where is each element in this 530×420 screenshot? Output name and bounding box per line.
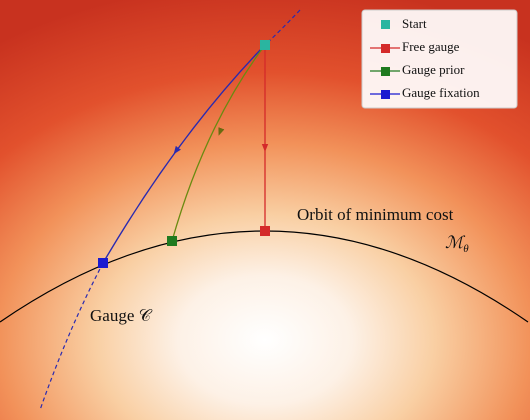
legend-label: Gauge prior <box>402 62 465 77</box>
gauge-fixation-path <box>102 44 266 264</box>
free-gauge-point <box>260 226 270 236</box>
start-point <box>260 40 270 50</box>
gauge-fixation-point <box>98 258 108 268</box>
legend-marker <box>381 90 390 99</box>
gauge-label: Gauge 𝒞 <box>90 306 153 325</box>
legend: Start Free gauge Gauge prior Gauge fixat… <box>361 9 518 109</box>
gauge-prior-path <box>171 44 266 242</box>
manifold-label: ℳθ <box>445 233 469 255</box>
legend-marker <box>381 44 390 53</box>
legend-label: Gauge fixation <box>402 85 480 100</box>
manifold-symbol: ℳ <box>445 233 466 252</box>
legend-label: Free gauge <box>402 39 460 54</box>
legend-marker <box>381 67 390 76</box>
legend-box <box>361 9 518 109</box>
manifold-subscript: θ <box>463 243 469 255</box>
legend-marker <box>381 20 390 29</box>
gauge-dashed-bottom <box>39 262 104 411</box>
gauge-prior-point <box>167 236 177 246</box>
orbit-label: Orbit of minimum cost <box>297 205 454 224</box>
legend-label: Start <box>402 16 427 31</box>
